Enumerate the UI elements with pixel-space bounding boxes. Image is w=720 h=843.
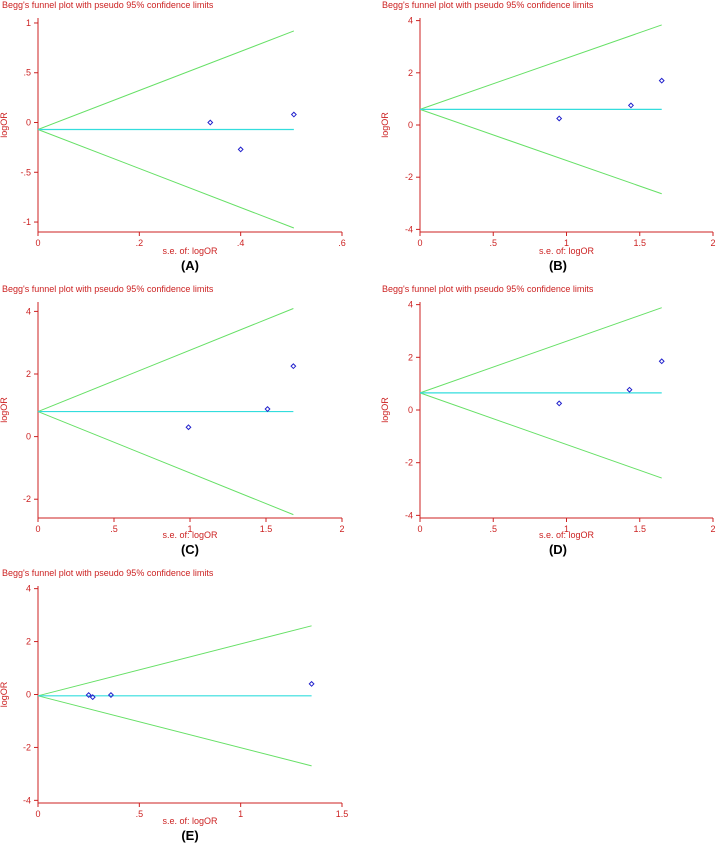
upper-confidence-limit-line — [37, 30, 295, 130]
x-axis-label: s.e. of: logOR — [539, 246, 595, 256]
x-tick-label: .5 — [489, 238, 497, 248]
study-point — [290, 363, 297, 370]
funnel-plot-panel: Begg's funnel plot with pseudo 95% confi… — [380, 0, 716, 273]
x-tick-label: 2 — [710, 238, 715, 248]
study-point — [308, 680, 315, 687]
study-point — [627, 102, 634, 109]
y-tick-label: 4 — [408, 300, 413, 310]
y-axis-label: logOR — [380, 112, 390, 138]
study-point — [237, 146, 244, 153]
study-point — [107, 692, 114, 699]
funnel-plot-panel: Begg's funnel plot with pseudo 95% confi… — [0, 0, 346, 273]
y-tick-label: 0 — [408, 405, 413, 415]
x-tick-label: 2 — [710, 524, 715, 534]
upper-confidence-limit-line — [37, 308, 294, 413]
study-point — [658, 77, 665, 84]
chart-title: Begg's funnel plot with pseudo 95% confi… — [2, 0, 214, 10]
lower-confidence-limit-line — [419, 392, 662, 479]
y-tick-label: -2 — [23, 494, 31, 504]
y-tick-label: -2 — [405, 458, 413, 468]
chart-title: Begg's funnel plot with pseudo 95% confi… — [382, 284, 594, 294]
x-tick-label: .5 — [489, 524, 497, 534]
x-axis-label: s.e. of: logOR — [162, 246, 218, 256]
y-tick-label: 2 — [408, 68, 413, 78]
study-point — [85, 692, 92, 699]
x-tick-label: 1 — [187, 524, 192, 534]
study-point — [290, 111, 297, 118]
y-tick-label: 0 — [26, 432, 31, 442]
chart-title: Begg's funnel plot with pseudo 95% confi… — [2, 284, 214, 294]
y-tick-label: 4 — [26, 584, 31, 594]
y-axis-label: logOR — [0, 681, 9, 707]
upper-confidence-limit-line — [419, 24, 662, 110]
y-tick-label: -.5 — [20, 167, 31, 177]
y-tick-label: 2 — [408, 352, 413, 362]
panel-label: (C) — [181, 542, 199, 557]
y-tick-label: -4 — [405, 224, 413, 234]
x-tick-label: 1.5 — [336, 809, 349, 819]
study-point — [185, 424, 192, 431]
chart-title: Begg's funnel plot with pseudo 95% confi… — [382, 0, 594, 10]
x-tick-label: .5 — [136, 809, 144, 819]
study-point — [207, 119, 214, 126]
y-tick-label: 4 — [408, 16, 413, 26]
y-tick-label: -4 — [23, 795, 31, 805]
x-tick-label: .6 — [338, 238, 346, 248]
x-tick-label: 1 — [564, 524, 569, 534]
y-tick-label: 0 — [408, 120, 413, 130]
x-tick-label: 1 — [238, 809, 243, 819]
upper-confidence-limit-line — [419, 307, 662, 394]
x-tick-label: .4 — [237, 238, 245, 248]
x-tick-label: .2 — [136, 238, 144, 248]
study-point — [658, 358, 665, 365]
study-point — [556, 400, 563, 407]
lower-confidence-limit-line — [37, 129, 295, 229]
x-tick-label: 1.5 — [633, 238, 646, 248]
y-tick-label: 0 — [26, 690, 31, 700]
x-tick-label: 0 — [35, 238, 40, 248]
y-axis-label: logOR — [380, 397, 390, 423]
study-point — [89, 694, 96, 701]
funnel-plot-panel: Begg's funnel plot with pseudo 95% confi… — [0, 568, 348, 843]
x-axis-label: s.e. of: logOR — [162, 530, 218, 540]
upper-confidence-limit-line — [37, 625, 312, 697]
funnel-plot-panel: Begg's funnel plot with pseudo 95% confi… — [380, 284, 716, 557]
chart-title: Begg's funnel plot with pseudo 95% confi… — [2, 568, 214, 578]
y-tick-label: 2 — [26, 369, 31, 379]
y-tick-label: -4 — [405, 510, 413, 520]
panel-label: (A) — [181, 258, 199, 273]
y-tick-label: 2 — [26, 637, 31, 647]
x-tick-label: 2 — [339, 524, 344, 534]
y-tick-label: 1 — [26, 18, 31, 28]
study-point — [626, 386, 633, 393]
x-tick-label: 0 — [35, 809, 40, 819]
lower-confidence-limit-line — [37, 411, 294, 516]
panel-label: (D) — [549, 542, 567, 557]
study-point — [264, 406, 271, 413]
x-tick-label: 1.5 — [633, 524, 646, 534]
x-tick-label: 0 — [35, 524, 40, 534]
x-axis-label: s.e. of: logOR — [539, 530, 595, 540]
x-tick-label: 0 — [417, 524, 422, 534]
x-tick-label: 1.5 — [260, 524, 273, 534]
study-point — [556, 115, 563, 122]
x-tick-label: 1 — [564, 238, 569, 248]
y-tick-label: .5 — [23, 68, 31, 78]
x-tick-label: 0 — [417, 238, 422, 248]
y-tick-label: 4 — [26, 306, 31, 316]
panel-label: (B) — [549, 258, 567, 273]
y-tick-label: -1 — [23, 217, 31, 227]
lower-confidence-limit-line — [419, 108, 662, 195]
y-tick-label: -2 — [23, 742, 31, 752]
x-tick-label: .5 — [110, 524, 118, 534]
x-axis-label: s.e. of: logOR — [162, 816, 218, 826]
y-axis-label: logOR — [0, 112, 9, 138]
funnel-plot-panel: Begg's funnel plot with pseudo 95% confi… — [0, 284, 345, 557]
y-tick-label: -2 — [405, 172, 413, 182]
lower-confidence-limit-line — [37, 695, 312, 767]
y-axis-label: logOR — [0, 397, 9, 423]
panel-label: (E) — [181, 828, 198, 843]
y-tick-label: 0 — [26, 118, 31, 128]
